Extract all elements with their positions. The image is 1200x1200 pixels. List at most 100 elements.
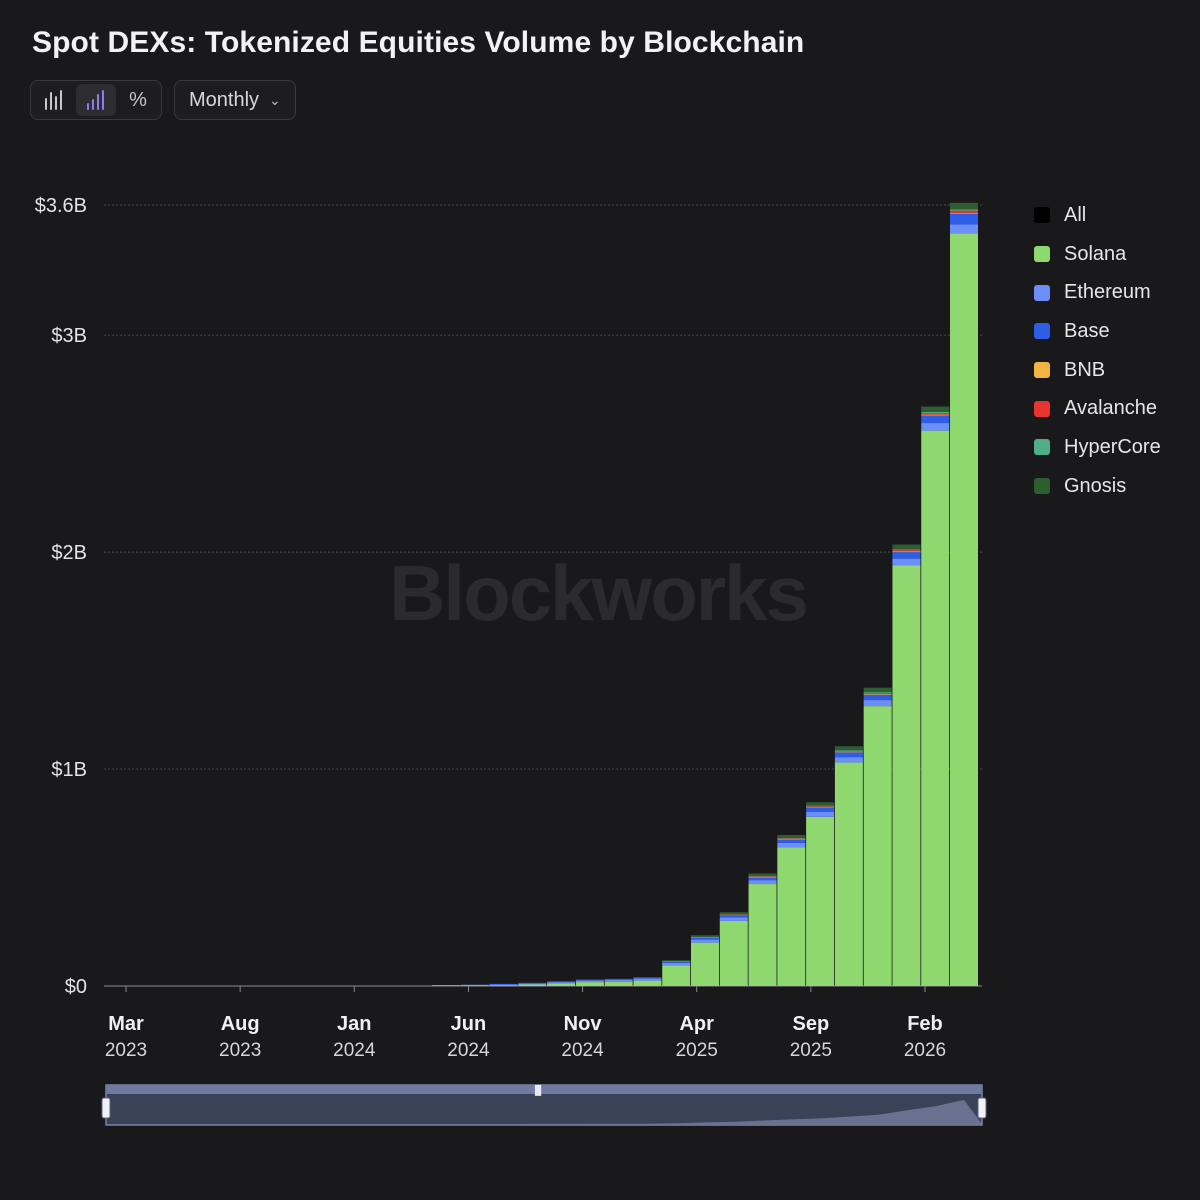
bar-avalanche-2025-04 — [719, 914, 748, 916]
bar-chart-button[interactable] — [34, 84, 74, 116]
bar-base-2024-09 — [518, 982, 547, 984]
bar-hypercore-2025-11 — [921, 411, 950, 414]
legend-swatch — [1034, 284, 1050, 301]
legend-swatch — [1034, 362, 1050, 379]
legend-label: Ethereum — [1064, 281, 1151, 304]
bar-ethereum-2025-12 — [950, 224, 978, 234]
bar-ethereum-2025-09 — [863, 700, 892, 707]
legend-label: All — [1064, 203, 1087, 226]
bar-hypercore-2025-06 — [777, 837, 806, 839]
bar-hypercore-2025-05 — [748, 875, 777, 877]
bar-solana-2024-06 — [432, 985, 460, 986]
bar-base-2024-08 — [489, 983, 518, 985]
bar-bnb-2025-07 — [806, 806, 835, 808]
bar-solana-2025-08 — [834, 762, 863, 986]
watermark: Blockworks — [389, 549, 807, 637]
bar-ethereum-2025-06 — [777, 842, 806, 848]
x-tick-year: 2026 — [904, 1040, 946, 1061]
stacked-bar-icon — [87, 90, 104, 110]
bar-bnb-2025-12 — [950, 212, 978, 214]
x-tick-month: Sep — [793, 1013, 830, 1035]
x-tick-year: 2024 — [561, 1040, 604, 1061]
bar-bnb-2025-08 — [834, 751, 863, 753]
bar-base-2024-10 — [547, 981, 576, 983]
bar-base-2025-06 — [777, 839, 806, 843]
bar-ethereum-2025-08 — [834, 757, 863, 763]
bar-solana-2025-12 — [950, 233, 978, 987]
legend-item-avalanche[interactable]: Avalanche — [1034, 389, 1161, 428]
bar-avalanche-2025-11 — [921, 413, 950, 415]
range-handle-left[interactable] — [101, 1097, 111, 1119]
bar-gnosis-2025-12 — [950, 202, 978, 210]
bar-ethereum-2024-10 — [547, 982, 576, 984]
bar-ethereum-2025-03 — [691, 939, 719, 943]
x-tick-month: Jun — [451, 1013, 487, 1035]
legend-label: Solana — [1064, 242, 1127, 265]
legend-label: Avalanche — [1064, 397, 1158, 420]
bar-avalanche-2025-12 — [950, 210, 978, 213]
bar-gnosis-2025-08 — [834, 746, 863, 751]
bar-ethereum-2025-05 — [748, 880, 777, 885]
legend-swatch — [1034, 207, 1050, 224]
percent-icon: % — [129, 88, 147, 111]
x-tick-month: Mar — [108, 1013, 144, 1035]
bar-base-2025-04 — [719, 915, 748, 918]
bar-bnb-2025-05 — [748, 876, 777, 878]
stacked-bar-button[interactable] — [76, 84, 116, 116]
x-tick-year: 2023 — [219, 1040, 261, 1061]
legend-item-bnb[interactable]: BNB — [1034, 351, 1161, 390]
bar-bnb-2025-09 — [863, 693, 892, 695]
bar-gnosis-2025-04 — [719, 912, 748, 915]
bar-solana-2025-02 — [662, 965, 691, 986]
percent-button[interactable]: % — [118, 84, 158, 116]
bar-solana-2025-06 — [777, 847, 806, 986]
range-handle-right[interactable] — [977, 1097, 987, 1119]
range-mini-area — [106, 1099, 982, 1124]
bar-bnb-2025-10 — [892, 551, 921, 553]
legend-label: Base — [1064, 319, 1110, 342]
bar-gnosis-2025-06 — [777, 835, 806, 839]
x-tick-year: 2024 — [333, 1040, 376, 1061]
bar-solana-2024-11 — [575, 982, 604, 986]
bar-ethereum-2024-07 — [460, 984, 489, 986]
legend-item-ethereum[interactable]: Ethereum — [1034, 273, 1161, 312]
y-tick-label: $0 — [65, 976, 87, 998]
bar-chart-icon — [45, 90, 62, 110]
interval-dropdown[interactable]: Monthly ⌄ — [174, 80, 296, 120]
bar-hypercore-2025-12 — [950, 209, 978, 211]
chart-title: Spot DEXs: Tokenized Equities Volume by … — [32, 26, 805, 59]
bar-gnosis-2025-07 — [806, 802, 835, 806]
legend-label: BNB — [1064, 358, 1106, 381]
bar-avalanche-2025-09 — [863, 692, 892, 694]
bar-base-2025-05 — [748, 877, 777, 881]
bar-base-2025-12 — [950, 213, 978, 225]
bar-gnosis-2025-02 — [662, 960, 691, 962]
x-tick-year: 2024 — [447, 1040, 490, 1061]
bar-gnosis-2025-05 — [748, 873, 777, 877]
bar-solana-2025-10 — [892, 565, 921, 986]
x-tick-month: Nov — [564, 1013, 603, 1035]
x-tick-year: 2023 — [105, 1040, 147, 1061]
legend-item-solana[interactable]: Solana — [1034, 235, 1161, 274]
bar-solana-2024-10 — [547, 983, 576, 986]
bar-solana-2024-08 — [489, 985, 518, 986]
bar-base-2025-10 — [892, 552, 921, 559]
bar-base-2025-09 — [863, 694, 892, 701]
bar-base-2025-07 — [806, 807, 835, 813]
legend-item-all[interactable]: All — [1034, 196, 1161, 235]
legend-swatch — [1034, 323, 1050, 340]
bar-base-2024-12 — [604, 978, 633, 980]
bar-solana-2025-04 — [719, 920, 748, 986]
legend-item-base[interactable]: Base — [1034, 312, 1161, 351]
bar-base-2025-03 — [691, 937, 719, 940]
bar-solana-2025-05 — [748, 884, 777, 986]
bar-ethereum-2025-10 — [892, 558, 921, 566]
bar-hypercore-2025-10 — [892, 549, 921, 551]
bar-hypercore-2025-08 — [834, 750, 863, 751]
legend-swatch — [1034, 478, 1050, 495]
legend-item-gnosis[interactable]: Gnosis — [1034, 467, 1161, 506]
y-tick-label: $2B — [51, 542, 87, 564]
bar-gnosis-2025-03 — [691, 935, 719, 937]
legend-item-hypercore[interactable]: HyperCore — [1034, 428, 1161, 467]
